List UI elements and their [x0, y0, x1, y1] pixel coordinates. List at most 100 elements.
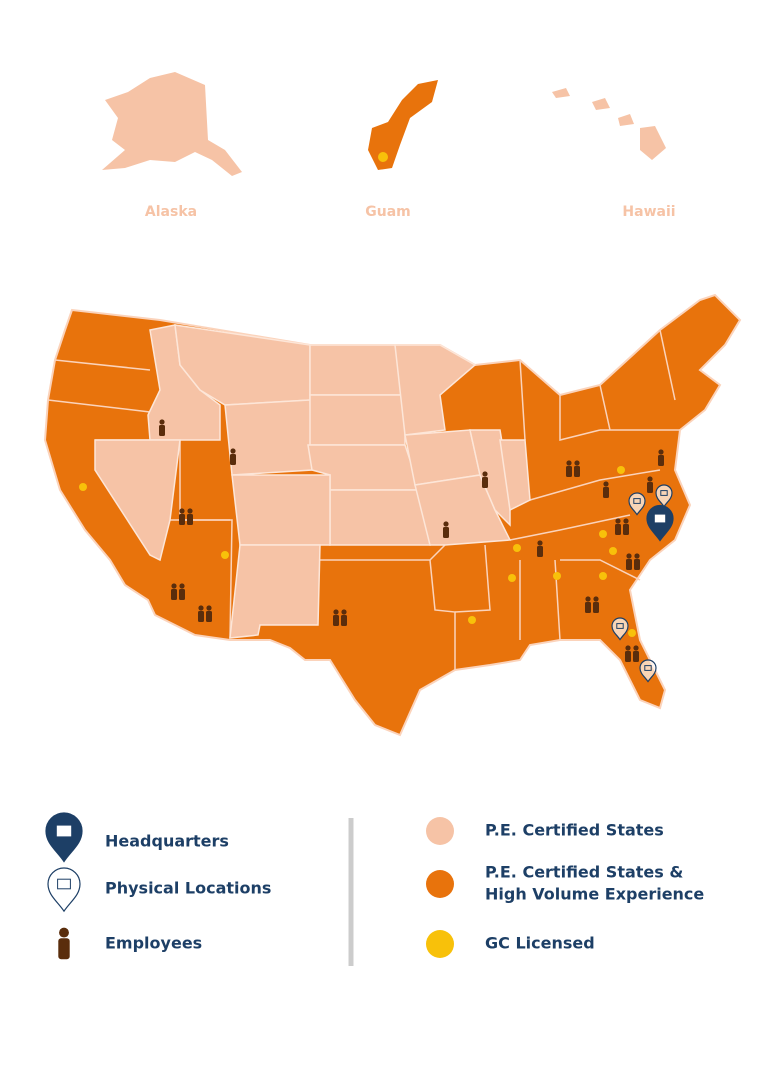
- employee-head: [623, 518, 629, 524]
- employee-body: [625, 651, 631, 662]
- employee-head: [658, 449, 664, 455]
- gc-dot: [378, 152, 388, 162]
- state-border: [429, 559, 456, 670]
- employee-head: [230, 448, 236, 454]
- inset-label: Guam: [365, 204, 411, 220]
- employee-head: [593, 596, 599, 602]
- employee-body: [159, 425, 165, 436]
- employee-head: [171, 583, 177, 589]
- employee-body: [171, 589, 177, 600]
- state-border: [559, 395, 601, 441]
- gc-dot: [468, 616, 476, 624]
- employee-body: [658, 455, 664, 466]
- inset-label: Hawaii: [622, 204, 675, 220]
- legend-label: Employees: [105, 934, 202, 953]
- employee-body: [593, 602, 599, 613]
- inset-label: Alaska: [145, 204, 197, 220]
- gc-dot: [79, 483, 87, 491]
- gc-dot: [609, 547, 617, 555]
- gc-dot: [617, 466, 625, 474]
- employee-body: [566, 466, 572, 477]
- gc-dot: [599, 530, 607, 538]
- employee-body: [179, 589, 185, 600]
- employee-body: [633, 651, 639, 662]
- employee-body: [615, 524, 621, 535]
- headquarters-pin-building: [654, 514, 666, 523]
- pe-state: [231, 474, 331, 546]
- legend-label: High Volume Experience: [485, 885, 704, 904]
- pe-state: [309, 344, 406, 396]
- employee-head: [341, 609, 347, 615]
- employee-body: [443, 527, 449, 538]
- pe-state: [94, 439, 181, 562]
- state-border: [529, 469, 661, 501]
- employee-head: [634, 553, 640, 559]
- state-border: [509, 514, 631, 541]
- employee-body: [206, 611, 212, 622]
- employee-body: [603, 487, 609, 498]
- employee-head: [603, 481, 609, 487]
- employee-head: [537, 540, 543, 546]
- employee-body: [585, 602, 591, 613]
- gc-dot: [553, 572, 561, 580]
- legend-swatch: [426, 870, 454, 898]
- guam-shape: [368, 80, 438, 170]
- employee-head: [482, 471, 488, 477]
- legend-swatch: [426, 817, 454, 845]
- legend-label: P.E. Certified States &: [485, 863, 683, 882]
- headquarters-pin: [646, 504, 674, 542]
- pe-state: [499, 439, 531, 512]
- pe-state: [329, 489, 431, 546]
- employee-head: [59, 927, 69, 938]
- employee-body: [198, 611, 204, 622]
- employee-head: [198, 605, 204, 611]
- employee-head: [585, 596, 591, 602]
- pe-state: [229, 544, 321, 639]
- employee-head: [647, 476, 653, 482]
- employee-body: [230, 454, 236, 465]
- physical-location-pin-building: [633, 498, 641, 504]
- employee-body: [574, 466, 580, 477]
- employee-head: [625, 645, 631, 651]
- employee-head: [206, 605, 212, 611]
- state-border: [47, 399, 151, 413]
- physical-location-pin-building: [644, 665, 652, 671]
- legend-label: Headquarters: [105, 832, 229, 851]
- state-border: [599, 384, 611, 431]
- employee-head: [566, 460, 572, 466]
- gc-dot: [221, 551, 229, 559]
- state-border: [519, 359, 526, 441]
- state-border: [54, 359, 151, 371]
- employee-head: [626, 553, 632, 559]
- employee-body: [333, 615, 339, 626]
- employee-head: [179, 508, 185, 514]
- legend-swatch: [426, 930, 454, 958]
- gc-dot: [599, 572, 607, 580]
- employee-body: [187, 514, 193, 525]
- employee-body: [482, 477, 488, 488]
- employee-head: [187, 508, 193, 514]
- gc-dot: [513, 544, 521, 552]
- legend-label: P.E. Certified States: [485, 821, 664, 840]
- employee-head: [179, 583, 185, 589]
- physical-location-pin-building: [660, 490, 668, 496]
- employee-body: [647, 482, 653, 493]
- pe-state: [224, 399, 313, 476]
- employee-body: [341, 615, 347, 626]
- legend-label: GC Licensed: [485, 934, 595, 953]
- legend-headquarters-icon: [45, 812, 83, 863]
- employee-body: [58, 938, 70, 960]
- employee-head: [333, 609, 339, 615]
- pe-state: [309, 394, 406, 446]
- hawaii-shape: [640, 126, 666, 160]
- employee-body: [537, 546, 543, 557]
- hawaii-shape: [592, 98, 610, 110]
- legend-location-icon-building: [57, 878, 71, 890]
- legend-headquarters-icon-building: [56, 825, 72, 837]
- employee-body: [634, 559, 640, 570]
- employee-head: [159, 419, 165, 425]
- employee-head: [633, 645, 639, 651]
